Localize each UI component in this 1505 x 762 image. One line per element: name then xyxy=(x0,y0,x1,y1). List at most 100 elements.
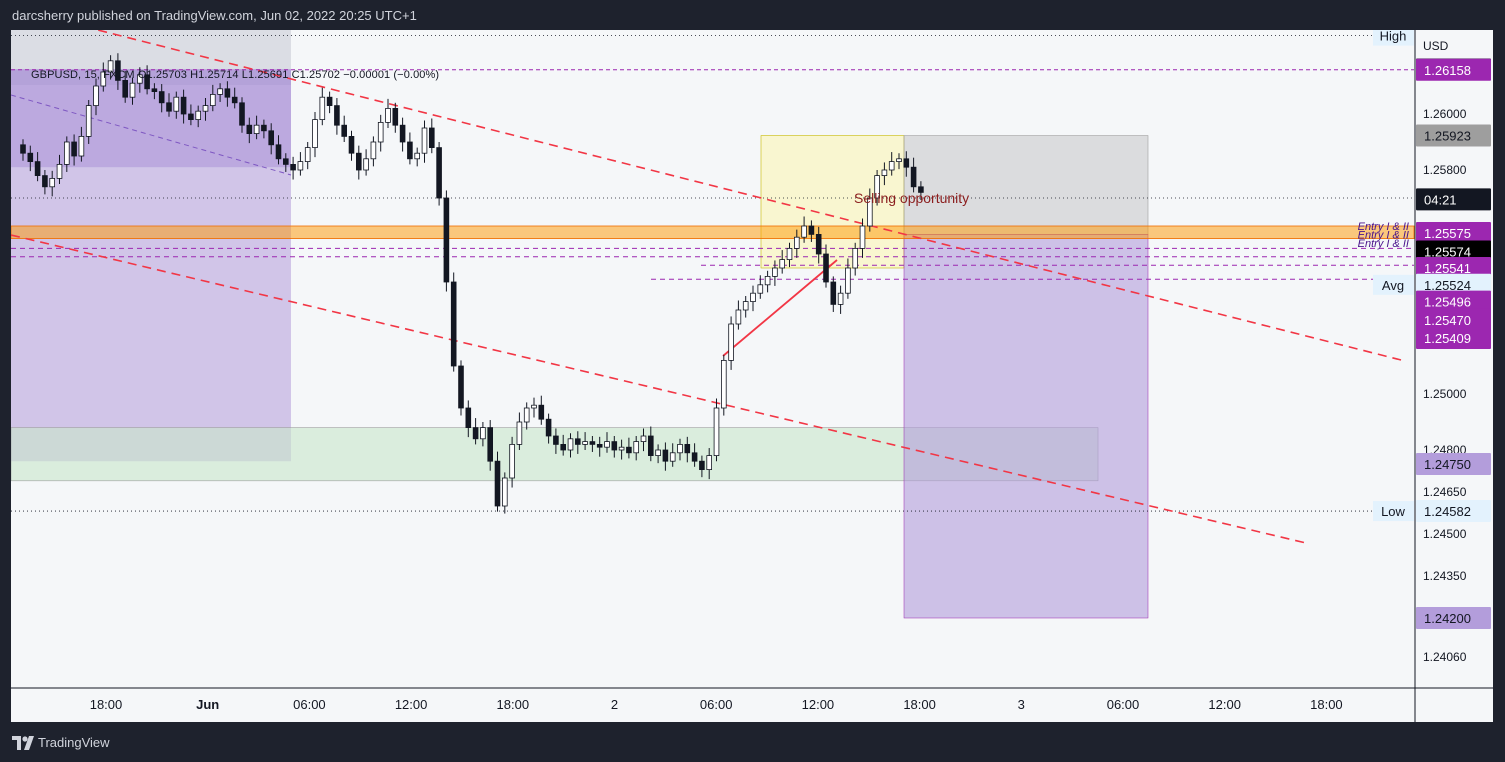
candle-body xyxy=(691,452,698,462)
candle-body xyxy=(472,427,479,440)
candle xyxy=(348,130,355,161)
candle-body xyxy=(348,136,355,154)
candle xyxy=(728,316,734,370)
candle-body xyxy=(64,141,70,165)
candle xyxy=(363,149,369,176)
marker-label-avg: Avg xyxy=(1373,274,1414,295)
candle-body xyxy=(224,88,231,98)
candle xyxy=(100,62,107,92)
candle-body xyxy=(772,267,778,277)
marker-label-text: High xyxy=(1380,30,1407,44)
candle xyxy=(20,139,26,161)
price-label-bg xyxy=(1416,308,1491,331)
candle xyxy=(377,114,384,152)
candle xyxy=(560,434,566,456)
candle xyxy=(721,354,727,416)
candle-body xyxy=(648,435,654,457)
x-tick-label: 18:00 xyxy=(1310,697,1343,712)
candle-body xyxy=(575,438,581,445)
candle xyxy=(275,135,282,165)
rising-trendline xyxy=(722,259,838,357)
candle xyxy=(662,442,669,471)
candle-body xyxy=(392,108,399,126)
candle xyxy=(575,431,581,454)
price-label-text: 1.25575 xyxy=(1424,226,1471,241)
candle-body xyxy=(735,309,742,325)
candle-body xyxy=(49,177,55,188)
candle xyxy=(531,397,537,418)
candle xyxy=(261,119,267,139)
candle xyxy=(750,285,756,312)
x-tick-label: 12:00 xyxy=(802,697,835,712)
candle-body xyxy=(757,284,764,294)
y-tick-label: 1.24650 xyxy=(1423,485,1467,499)
candle-body xyxy=(173,96,180,112)
tradingview-logo-icon xyxy=(12,735,34,750)
candle xyxy=(151,83,158,100)
candle-body xyxy=(297,161,304,171)
candle xyxy=(757,275,764,299)
price-label-bg xyxy=(1416,222,1491,244)
candle xyxy=(428,118,435,154)
candle-body xyxy=(516,421,523,445)
chart-area[interactable]: GBPUSD, 15, FXCM O1.25703 H1.25714 L1.25… xyxy=(11,30,1493,722)
candle-body xyxy=(414,152,420,160)
candle xyxy=(56,154,63,184)
candle xyxy=(487,420,493,471)
candle xyxy=(903,151,910,177)
candle-body xyxy=(618,446,625,451)
candle-body xyxy=(910,166,917,188)
candle-body xyxy=(78,136,85,157)
price-label-bg xyxy=(1416,257,1491,279)
candle xyxy=(129,77,136,105)
candle-body xyxy=(180,96,187,115)
candle-body xyxy=(582,441,588,445)
candle-body xyxy=(801,225,807,238)
candle xyxy=(195,105,202,128)
symbol-legend: GBPUSD, 15, FXCM O1.25703 H1.25714 L1.25… xyxy=(31,69,440,81)
candle-body xyxy=(312,119,318,148)
candle xyxy=(326,91,333,114)
candle-body xyxy=(611,441,618,451)
marker-label-bg xyxy=(1373,501,1414,522)
candle xyxy=(166,93,172,117)
candle-body xyxy=(677,443,683,454)
candle xyxy=(888,152,895,176)
candle-body xyxy=(465,407,472,429)
price-label-bg xyxy=(1416,453,1491,475)
price-label: 04:21 xyxy=(1416,188,1491,211)
candle-body xyxy=(458,365,464,409)
price-label-text: 04:21 xyxy=(1424,192,1457,207)
selling-opportunity-label: Selling opportunity xyxy=(854,190,969,206)
candle xyxy=(801,216,807,243)
candle-body xyxy=(217,88,223,95)
price-label-bg xyxy=(1416,240,1491,263)
candle xyxy=(64,136,70,172)
price-label: 1.25575 xyxy=(1416,222,1491,244)
footer-brand: TradingView xyxy=(38,735,110,750)
candle xyxy=(516,412,523,450)
candle-body xyxy=(531,404,537,409)
price-label: 1.25496 xyxy=(1416,290,1491,313)
footer: TradingView xyxy=(12,735,110,750)
candle xyxy=(297,152,304,176)
candle xyxy=(399,117,406,152)
entry-label: Entry I & II xyxy=(1358,229,1409,241)
price-label: 1.25574 xyxy=(1416,240,1491,263)
candle xyxy=(78,126,85,162)
candle xyxy=(501,472,508,514)
x-tick-label: Jun xyxy=(196,697,219,712)
price-label: 1.24750 xyxy=(1416,453,1491,475)
trendlines-layer xyxy=(11,30,1402,544)
candle xyxy=(626,437,632,459)
price-label: 1.26158 xyxy=(1416,58,1491,81)
candle-body xyxy=(443,197,450,283)
lower-trendline xyxy=(11,234,1307,544)
candle-body xyxy=(706,455,712,471)
candle-body xyxy=(487,427,493,462)
price-label-text: 1.24582 xyxy=(1424,504,1471,519)
candle-body xyxy=(567,438,574,451)
entry-label: Entry I & II xyxy=(1358,221,1409,233)
y-tick-label: 1.24350 xyxy=(1423,569,1467,583)
